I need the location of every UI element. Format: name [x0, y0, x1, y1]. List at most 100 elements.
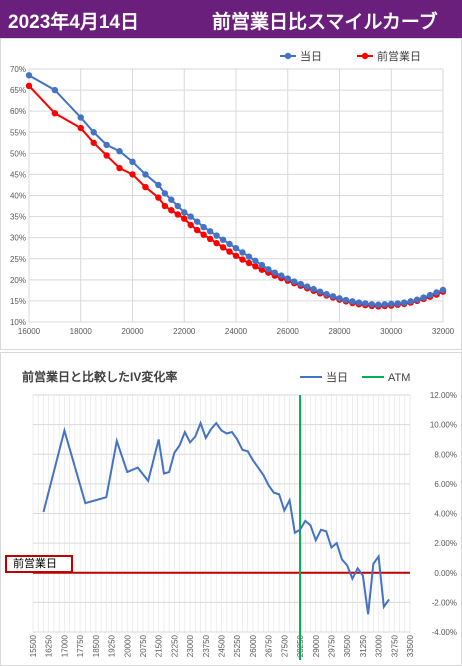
data-point-today [381, 301, 388, 308]
data-point-today [439, 286, 447, 294]
y-tick-label: 40% [10, 192, 26, 201]
y-tick-label: 12.00% [430, 391, 457, 400]
x-tick-label: 19250 [108, 634, 117, 657]
report-date: 2023年4月14日 [8, 12, 139, 33]
y-tick-label: 45% [10, 170, 26, 179]
x-tick-label: 16000 [18, 327, 41, 336]
data-point-today [25, 72, 33, 79]
data-point-today [232, 245, 240, 252]
x-tick-label: 21500 [155, 634, 164, 657]
data-point-prev [142, 183, 149, 191]
data-point-today [291, 278, 298, 285]
data-point-prev [51, 110, 59, 117]
legend-label-today: 当日 [300, 49, 322, 63]
y-tick-label: 0.00% [434, 569, 457, 578]
x-tick-label: 23000 [186, 634, 195, 657]
data-point-today [219, 236, 227, 243]
data-point-today [323, 290, 330, 298]
x-tick-label: 29000 [312, 634, 321, 657]
y-tick-label: 50% [10, 149, 26, 158]
legend-marker-prev [361, 52, 369, 60]
chart-title: 前営業日と比較したIV変化率 [22, 369, 177, 384]
data-point-prev [206, 235, 214, 243]
x-tick-label: 32000 [375, 634, 384, 657]
y-tick-label: 10.00% [430, 421, 457, 430]
data-point-today [265, 266, 272, 273]
x-tick-label: 15500 [29, 634, 38, 657]
data-point-prev [219, 244, 227, 251]
y-tick-label: 25% [10, 255, 26, 264]
data-point-today [200, 223, 207, 231]
data-point-today [245, 253, 253, 260]
data-point-today [258, 261, 266, 269]
x-tick-label: 26000 [277, 327, 300, 336]
data-point-today [142, 171, 149, 178]
data-point-prev [226, 248, 233, 255]
data-point-today [310, 285, 317, 293]
data-point-today [426, 291, 434, 299]
y-tick-label: 20% [10, 276, 26, 285]
data-point-prev [187, 221, 194, 229]
x-tick-label: 31250 [359, 634, 368, 657]
data-point-prev [258, 266, 266, 273]
data-point-prev [103, 152, 110, 159]
data-point-today [278, 272, 285, 279]
data-point-today [394, 300, 401, 307]
y-tick-label: 55% [10, 128, 26, 137]
data-point-prev [193, 226, 201, 234]
data-point-prev [155, 194, 162, 201]
x-tick-label: 22250 [170, 634, 179, 657]
data-point-today [316, 288, 324, 295]
data-point-today [129, 158, 136, 165]
legend-label-today: 当日 [326, 370, 348, 384]
y-tick-label: 60% [10, 107, 26, 116]
data-point-today [116, 148, 123, 155]
x-tick-label: 16250 [45, 634, 54, 657]
y-tick-label: 65% [10, 86, 26, 95]
data-point-prev [252, 263, 259, 270]
data-point-today [90, 129, 97, 136]
x-tick-label: 23750 [202, 634, 211, 657]
data-point-today [193, 218, 201, 225]
data-point-today [329, 293, 337, 300]
data-point-prev [232, 252, 240, 259]
x-tick-label: 33500 [406, 634, 415, 657]
y-tick-label: 6.00% [434, 480, 457, 489]
data-point-today [103, 141, 110, 149]
x-tick-label: 18000 [70, 327, 93, 336]
data-point-prev [25, 82, 33, 90]
data-point-today [297, 280, 304, 288]
data-point-today [420, 294, 427, 301]
x-tick-label: 32000 [432, 327, 455, 336]
data-point-today [407, 298, 414, 305]
data-point-today [400, 299, 408, 306]
x-tick-label: 26000 [249, 634, 258, 657]
x-tick-label: 28000 [328, 327, 351, 336]
data-point-today [206, 228, 214, 235]
data-point-today [355, 299, 363, 306]
data-point-today [336, 295, 343, 302]
x-tick-label: 20000 [121, 327, 144, 336]
data-point-today [77, 114, 84, 121]
x-tick-label: 30500 [343, 634, 352, 657]
y-tick-label: -4.00% [432, 628, 457, 637]
data-point-today [252, 257, 259, 265]
data-point-prev [168, 207, 175, 214]
data-point-today [226, 240, 233, 248]
data-point-today [168, 196, 175, 203]
x-tick-label: 17000 [60, 634, 69, 657]
y-tick-label: 4.00% [434, 510, 457, 519]
y-tick-label: 8.00% [434, 450, 457, 459]
x-tick-label: 22000 [173, 327, 196, 336]
data-point-today [368, 301, 376, 308]
data-point-prev [116, 164, 123, 172]
legend-label-atm: ATM [388, 372, 410, 384]
prev-day-reference-text: 前営業日 [13, 558, 57, 570]
x-tick-label: 20000 [123, 634, 132, 657]
data-point-today [174, 202, 181, 210]
page-title: 前営業日比スマイルカーブ [212, 12, 438, 33]
y-tick-label: 10% [10, 318, 26, 327]
x-tick-label: 27500 [280, 634, 289, 657]
data-point-prev [129, 171, 136, 178]
